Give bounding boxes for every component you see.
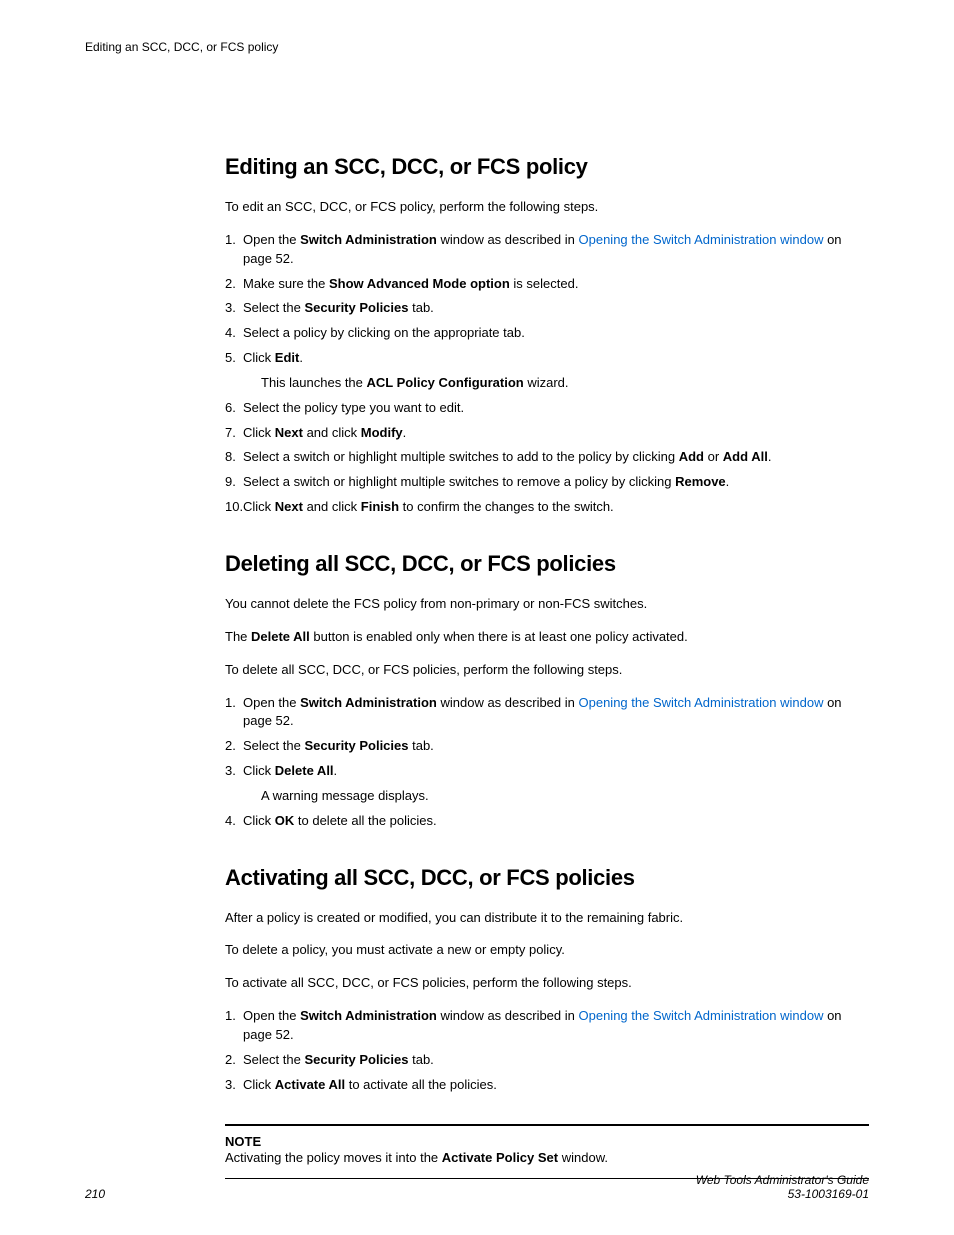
activate-p1: After a policy is created or modified, y… [225, 909, 869, 928]
page-header: Editing an SCC, DCC, or FCS policy [85, 40, 869, 54]
heading-deleting: Deleting all SCC, DCC, or FCS policies [225, 551, 869, 577]
page-footer: 210 Web Tools Administrator's Guide 53-1… [85, 1173, 869, 1201]
edit-step-4: Select a policy by clicking on the appro… [225, 324, 869, 343]
footer-docnum: 53-1003169-01 [696, 1187, 869, 1201]
delete-steps: Open the Switch Administration window as… [225, 694, 869, 831]
link-open-switch-admin[interactable]: Opening the Switch Administration window [579, 232, 824, 247]
delete-step-3: Click Delete All. A warning message disp… [225, 762, 869, 806]
edit-step-1: Open the Switch Administration window as… [225, 231, 869, 269]
edit-step-6: Select the policy type you want to edit. [225, 399, 869, 418]
activate-p3: To activate all SCC, DCC, or FCS policie… [225, 974, 869, 993]
delete-step-2: Select the Security Policies tab. [225, 737, 869, 756]
edit-step-8: Select a switch or highlight multiple sw… [225, 448, 869, 467]
heading-activating: Activating all SCC, DCC, or FCS policies [225, 865, 869, 891]
note-box: NOTE Activating the policy moves it into… [225, 1124, 869, 1179]
edit-step-5: Click Edit. This launches the ACL Policy… [225, 349, 869, 393]
activate-step-2: Select the Security Policies tab. [225, 1051, 869, 1070]
link-open-switch-admin-2[interactable]: Opening the Switch Administration window [579, 695, 824, 710]
link-open-switch-admin-3[interactable]: Opening the Switch Administration window [579, 1008, 824, 1023]
footer-title: Web Tools Administrator's Guide [696, 1173, 869, 1187]
delete-p2: The Delete All button is enabled only wh… [225, 628, 869, 647]
activate-p2: To delete a policy, you must activate a … [225, 941, 869, 960]
edit-intro: To edit an SCC, DCC, or FCS policy, perf… [225, 198, 869, 217]
activate-step-3: Click Activate All to activate all the p… [225, 1076, 869, 1095]
delete-step-4: Click OK to delete all the policies. [225, 812, 869, 831]
main-content: Editing an SCC, DCC, or FCS policy To ed… [225, 154, 869, 1179]
edit-step-10: Click Next and click Finish to confirm t… [225, 498, 869, 517]
note-label: NOTE [225, 1134, 869, 1149]
page-number: 210 [85, 1187, 105, 1201]
note-text: Activating the policy moves it into the … [225, 1149, 869, 1168]
edit-step-3: Select the Security Policies tab. [225, 299, 869, 318]
edit-step-7: Click Next and click Modify. [225, 424, 869, 443]
delete-step-3-sub: A warning message displays. [261, 787, 869, 806]
edit-step-9: Select a switch or highlight multiple sw… [225, 473, 869, 492]
edit-steps: Open the Switch Administration window as… [225, 231, 869, 517]
heading-editing: Editing an SCC, DCC, or FCS policy [225, 154, 869, 180]
activate-steps: Open the Switch Administration window as… [225, 1007, 869, 1094]
delete-p1: You cannot delete the FCS policy from no… [225, 595, 869, 614]
edit-step-2: Make sure the Show Advanced Mode option … [225, 275, 869, 294]
delete-step-1: Open the Switch Administration window as… [225, 694, 869, 732]
activate-step-1: Open the Switch Administration window as… [225, 1007, 869, 1045]
edit-step-5-sub: This launches the ACL Policy Configurati… [261, 374, 869, 393]
delete-p3: To delete all SCC, DCC, or FCS policies,… [225, 661, 869, 680]
